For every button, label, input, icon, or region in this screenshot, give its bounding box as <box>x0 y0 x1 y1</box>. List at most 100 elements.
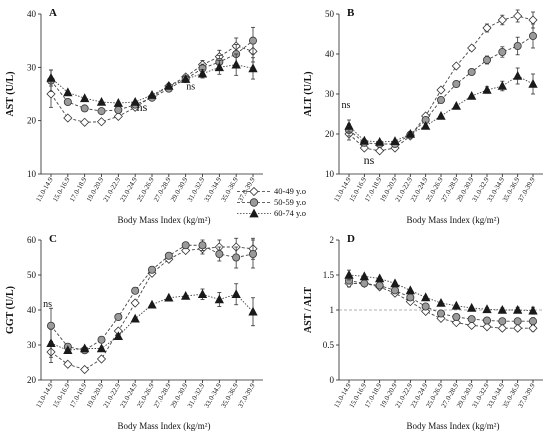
data-point-triangle <box>390 136 400 146</box>
data-point-triangle <box>231 289 241 299</box>
data-point-triangle <box>467 302 477 312</box>
data-point-diamond <box>113 111 123 121</box>
data-point-triangle <box>248 306 258 316</box>
data-point-diamond <box>436 85 446 95</box>
legend-item: 50-59 y.o <box>236 197 331 208</box>
y-tick-label: 10 <box>325 169 335 179</box>
y-axis-title: ALT (U/L) <box>303 71 314 116</box>
data-point-diamond <box>46 89 56 99</box>
data-point-circle <box>498 48 507 57</box>
chart-panel-b: 102030405013.0-14.915.0-16.917.0-18.919.… <box>303 7 543 225</box>
data-point-diamond <box>528 15 538 25</box>
x-axis-title: Body Mass Index (kg/m²) <box>407 421 500 431</box>
data-point-circle <box>63 98 72 107</box>
data-point-diamond <box>63 113 73 123</box>
data-point-circle <box>421 302 430 311</box>
y-tick-label: 10 <box>27 169 37 179</box>
data-point-circle <box>114 106 123 115</box>
y-tick-label: 20 <box>27 375 37 385</box>
data-point-circle <box>452 312 461 321</box>
data-point-circle <box>47 321 56 330</box>
y-tick-label: 1 <box>330 305 335 315</box>
legend-label: 60-74 y.o <box>274 208 307 218</box>
series-50-59-y-o <box>344 276 538 326</box>
data-point-circle <box>482 56 491 65</box>
series-40-49-y-o <box>46 37 258 127</box>
legend-item: 40-49 y.o <box>236 186 331 197</box>
series-60-74-y-o <box>46 53 258 107</box>
data-point-diamond <box>482 322 492 332</box>
panel-label: A <box>49 7 57 19</box>
legend-item: 60-74 y.o <box>236 208 331 219</box>
data-point-triangle <box>181 290 191 300</box>
data-point-circle <box>467 68 476 77</box>
series-60-74-y-o <box>344 67 538 146</box>
data-point-triangle <box>451 100 461 110</box>
data-point-diamond <box>451 318 461 328</box>
data-point-circle <box>482 316 491 325</box>
legend-label: 40-49 y.o <box>274 186 307 196</box>
y-tick-label: 20 <box>325 129 335 139</box>
x-tick-label: 37.0-39.9 <box>236 382 257 410</box>
data-point-triangle <box>130 313 140 323</box>
data-point-triangle <box>375 273 385 283</box>
data-point-triangle <box>513 70 523 80</box>
data-point-triangle <box>63 345 73 355</box>
data-point-triangle <box>197 289 208 299</box>
data-point-circle <box>80 104 89 113</box>
chart-panel-d: 00.511.5213.0-14.915.0-16.917.0-18.919.0… <box>303 233 543 431</box>
data-point-triangle <box>248 63 258 73</box>
data-point-triangle <box>96 96 107 106</box>
y-tick-label: 40 <box>27 9 37 19</box>
data-point-diamond <box>80 364 90 375</box>
data-point-diamond <box>63 359 73 369</box>
data-point-triangle <box>359 271 369 281</box>
data-point-triangle <box>164 292 174 302</box>
series-60-74-y-o <box>46 283 258 358</box>
data-point-triangle <box>164 80 174 90</box>
data-point-diamond <box>497 323 507 333</box>
x-axis-title: Body Mass Index (kg/m²) <box>407 215 500 225</box>
data-point-triangle <box>147 90 157 99</box>
data-point-circle <box>513 42 522 51</box>
data-point-triangle <box>181 74 191 83</box>
data-point-triangle <box>467 90 477 100</box>
data-point-triangle <box>80 93 90 103</box>
y-tick-label: 30 <box>27 340 37 350</box>
series-50-59-y-o <box>47 26 257 116</box>
data-point-triangle <box>390 278 400 288</box>
y-tick-label: 50 <box>325 9 335 19</box>
data-point-circle <box>232 253 241 262</box>
y-tick-label: 30 <box>325 89 335 99</box>
data-point-triangle <box>436 297 446 307</box>
data-point-triangle <box>375 136 385 146</box>
data-point-diamond <box>96 117 107 127</box>
data-point-triangle <box>359 135 369 145</box>
data-point-triangle <box>80 343 90 353</box>
data-point-circle <box>406 293 415 302</box>
data-point-triangle <box>214 294 224 304</box>
data-point-diamond <box>467 320 477 330</box>
data-point-diamond <box>375 146 385 156</box>
data-point-circle <box>97 335 106 344</box>
data-point-triangle <box>147 299 157 309</box>
series-line <box>50 244 254 351</box>
annotation-ns: ns <box>364 153 375 167</box>
data-point-diamond <box>497 15 507 25</box>
chart-panel-a: 1020304013.0-14.915.0-16.917.0-18.919.0-… <box>5 7 263 225</box>
data-point-circle <box>452 80 461 89</box>
panel-label: C <box>49 233 57 245</box>
y-tick-label: 0 <box>330 375 335 385</box>
data-point-triangle <box>130 96 140 106</box>
y-tick-label: 30 <box>27 62 37 72</box>
data-point-triangle <box>497 80 507 90</box>
data-point-circle <box>513 317 522 326</box>
data-point-diamond <box>130 298 140 308</box>
data-point-triangle <box>214 62 224 72</box>
data-point-triangle <box>96 343 107 353</box>
data-point-circle <box>375 281 384 290</box>
annotation-ns: ns <box>341 100 350 111</box>
data-point-triangle <box>405 285 415 295</box>
data-point-circle <box>131 286 140 295</box>
y-axis-title: GGT (U/L) <box>5 286 16 334</box>
